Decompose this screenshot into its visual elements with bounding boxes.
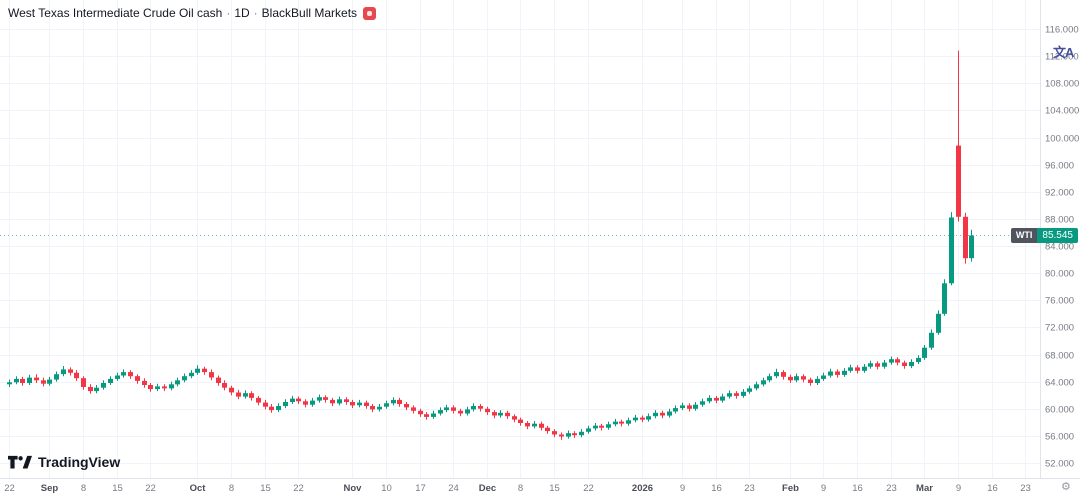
svg-text:56.000: 56.000: [1045, 432, 1074, 443]
svg-text:52.000: 52.000: [1045, 459, 1074, 470]
svg-text:100.000: 100.000: [1045, 134, 1079, 145]
svg-text:23: 23: [1020, 483, 1031, 494]
svg-text:96.000: 96.000: [1045, 161, 1074, 172]
svg-text:15: 15: [549, 483, 560, 494]
svg-text:16: 16: [987, 483, 998, 494]
interval-label[interactable]: 1D: [234, 6, 250, 20]
legend-separator: ·: [226, 6, 231, 20]
legend-separator: ·: [253, 6, 258, 20]
svg-text:22: 22: [4, 483, 15, 494]
symbol-legend: West Texas Intermediate Crude Oil cash ·…: [8, 6, 377, 20]
svg-text:Nov: Nov: [344, 483, 363, 494]
tradingview-mark-icon: [8, 455, 32, 468]
svg-text:68.000: 68.000: [1045, 351, 1074, 362]
svg-text:10: 10: [381, 483, 392, 494]
svg-text:60.000: 60.000: [1045, 405, 1074, 416]
svg-text:23: 23: [744, 483, 755, 494]
svg-text:24: 24: [448, 483, 459, 494]
provider-label[interactable]: BlackBull Markets: [261, 6, 358, 20]
symbol-title[interactable]: West Texas Intermediate Crude Oil cash: [8, 6, 223, 20]
time-scale[interactable]: [0, 478, 1080, 496]
tradingview-logo[interactable]: TradingView: [8, 454, 120, 470]
svg-text:22: 22: [145, 483, 156, 494]
svg-text:8: 8: [81, 483, 86, 494]
badge-last-price: 85.545: [1037, 227, 1078, 243]
svg-text:Oct: Oct: [190, 483, 207, 494]
svg-text:16: 16: [852, 483, 863, 494]
svg-text:72.000: 72.000: [1045, 323, 1074, 334]
time-settings-icon[interactable]: ⚙: [1061, 481, 1071, 493]
svg-text:108.000: 108.000: [1045, 79, 1079, 90]
badge-symbol-label: WTI: [1010, 227, 1038, 243]
svg-text:22: 22: [293, 483, 304, 494]
svg-text:88.000: 88.000: [1045, 215, 1074, 226]
svg-text:Sep: Sep: [41, 483, 59, 494]
svg-text:9: 9: [821, 483, 826, 494]
svg-text:15: 15: [112, 483, 123, 494]
svg-text:15: 15: [260, 483, 271, 494]
tradingview-wordmark: TradingView: [38, 454, 121, 470]
svg-text:22: 22: [583, 483, 594, 494]
svg-text:116.000: 116.000: [1045, 25, 1079, 36]
svg-text:8: 8: [229, 483, 234, 494]
svg-text:92.000: 92.000: [1045, 188, 1074, 199]
svg-text:9: 9: [680, 483, 685, 494]
svg-text:80.000: 80.000: [1045, 269, 1074, 280]
svg-text:Mar: Mar: [916, 483, 933, 494]
svg-text:8: 8: [518, 483, 523, 494]
svg-text:23: 23: [886, 483, 897, 494]
svg-text:84.000: 84.000: [1045, 242, 1074, 253]
svg-text:2026: 2026: [632, 483, 653, 494]
svg-text:9: 9: [956, 483, 961, 494]
svg-text:76.000: 76.000: [1045, 296, 1074, 307]
svg-text:16: 16: [711, 483, 722, 494]
svg-text:64.000: 64.000: [1045, 378, 1074, 389]
last-price-badge: WTI 85.545: [1010, 227, 1078, 243]
translate-icon[interactable]: 文A: [1053, 45, 1074, 60]
svg-text:Feb: Feb: [782, 483, 799, 494]
svg-text:17: 17: [415, 483, 426, 494]
svg-text:104.000: 104.000: [1045, 106, 1079, 117]
svg-text:Dec: Dec: [479, 483, 496, 494]
broker-logo-icon: [363, 6, 377, 20]
svg-text:112.000: 112.000: [1045, 52, 1079, 63]
